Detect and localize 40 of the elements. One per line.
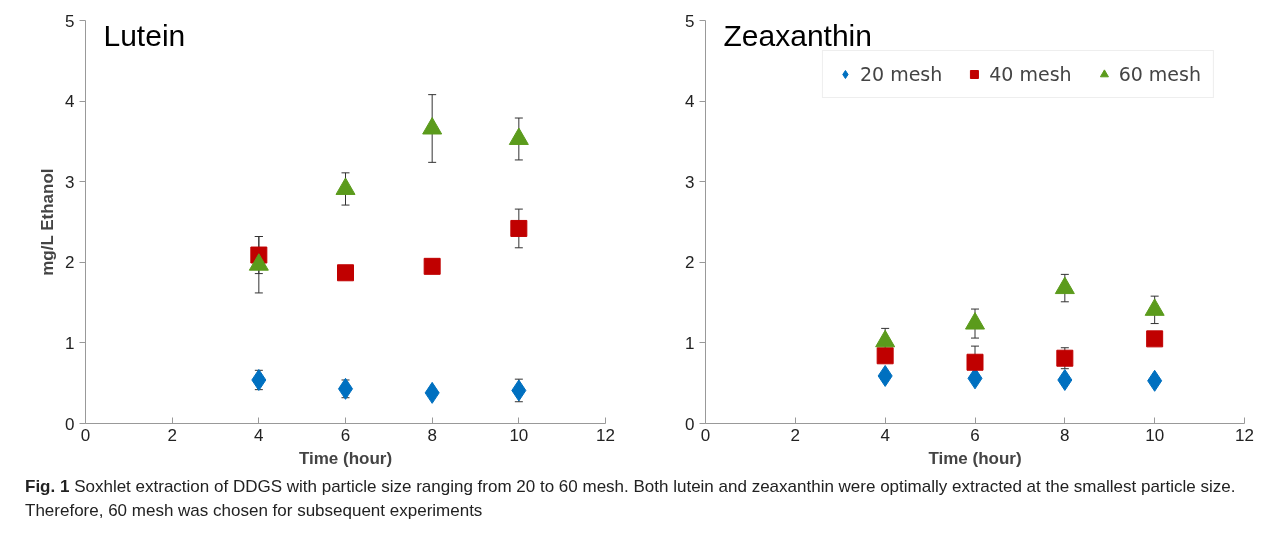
x-tick-label: 12 — [596, 425, 615, 445]
x-tick-label: 0 — [700, 425, 711, 445]
y-tick-label: 3 — [685, 172, 695, 192]
x-tick-label: 0 — [80, 425, 91, 445]
x-tick-label: 4 — [880, 425, 890, 445]
point — [422, 117, 443, 135]
y-tick-label: 5 — [685, 11, 695, 31]
y-tick-label: 1 — [685, 333, 695, 353]
y-tick-label: 4 — [685, 92, 695, 112]
y-tick-label: 3 — [65, 172, 75, 192]
x-tick-label: 2 — [167, 425, 177, 445]
y-tick-label: 4 — [65, 92, 75, 112]
x-tick-label: 4 — [254, 425, 264, 445]
x-tick-label: 12 — [1235, 425, 1254, 445]
point — [337, 264, 354, 282]
legend-label: 20 mesh — [859, 63, 943, 85]
x-tick-label: 8 — [1060, 425, 1070, 445]
point — [510, 219, 528, 237]
chart-title: Zeaxanthin — [723, 18, 872, 52]
caption: Fig. 1 Soxhlet extraction of DDGS with particle size ranging from 20 to 60 mesh. Both lutein and zeaxanthin were optimally extracted at the smallest particle size. Therefore, 60 mesh was chosen for subsequent experiments — [25, 476, 1237, 523]
y-axis-title: mg/L Ethanol — [38, 168, 58, 276]
point — [423, 257, 441, 275]
x-tick-label: 2 — [790, 425, 801, 445]
point — [508, 127, 529, 145]
point — [335, 177, 356, 195]
x-tick-label: 6 — [340, 425, 351, 445]
x-axis-title: Time (hour) — [298, 448, 393, 468]
x-tick-label: 10 — [509, 425, 529, 445]
legend-label: 40 mesh — [989, 63, 1072, 85]
point — [248, 253, 269, 271]
y-tick-label: 2 — [685, 253, 695, 273]
y-tick-label: 5 — [65, 11, 75, 31]
x-tick-label: 10 — [1145, 425, 1165, 445]
x-axis-title: Time (hour) — [928, 448, 1022, 468]
y-tick-label: 1 — [65, 333, 75, 353]
x-tick-label: 8 — [427, 425, 437, 445]
y-tick-label: 2 — [65, 253, 75, 273]
x-tick-label: 6 — [970, 425, 980, 445]
legend-label: 60 mesh — [1118, 63, 1201, 85]
chart-title: Lutein — [103, 18, 186, 52]
